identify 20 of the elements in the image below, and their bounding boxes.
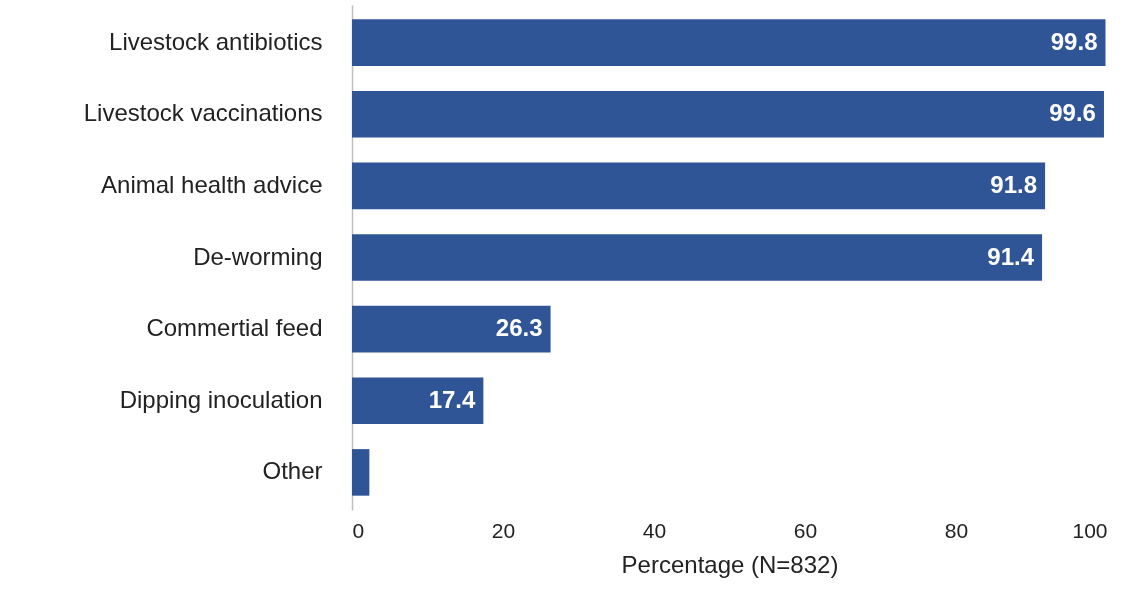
y-tick-label: Livestock vaccinations [83, 99, 323, 127]
y-tick-label: De-worming [193, 242, 323, 270]
data-label: 91.8 [990, 170, 1038, 198]
data-label: 26.3 [495, 314, 543, 342]
data-label: 17.4 [428, 385, 477, 413]
x-tick-label: 100 [1072, 518, 1108, 542]
y-tick-label: Livestock antibiotics [109, 27, 323, 55]
x-tick-label: 20 [491, 518, 516, 542]
x-tick-label: 80 [944, 518, 969, 542]
data-label: 99.8 [1050, 27, 1098, 55]
x-axis-title: Percentage (N=832) [621, 550, 839, 578]
data-label: 91.4 [987, 242, 1035, 270]
x-tick-label: 0 [352, 518, 365, 542]
y-tick-label: Dipping inoculation [119, 385, 323, 413]
data-label: 99.6 [1049, 99, 1096, 127]
y-tick-label: Commertial feed [146, 314, 323, 342]
x-tick-label: 40 [642, 518, 667, 542]
x-tick-label: 60 [793, 518, 818, 542]
y-tick-label: Other [262, 457, 323, 485]
y-tick-label: Animal health advice [101, 170, 323, 198]
